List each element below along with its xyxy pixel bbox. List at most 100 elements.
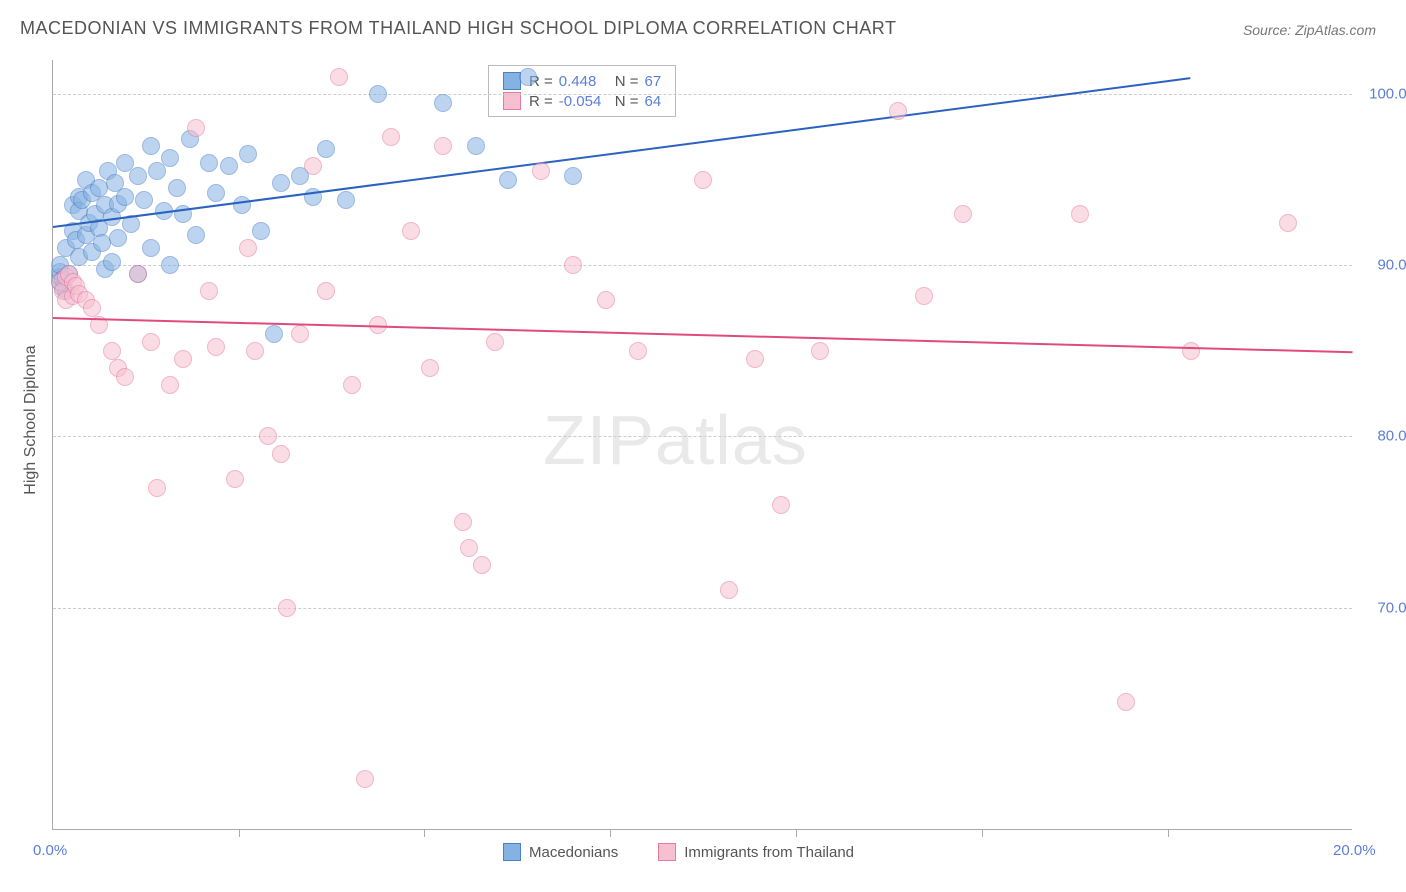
- data-point: [187, 119, 205, 137]
- data-point: [246, 342, 264, 360]
- data-point: [1117, 693, 1135, 711]
- data-point: [317, 140, 335, 158]
- data-point: [252, 222, 270, 240]
- data-point: [272, 445, 290, 463]
- data-point: [343, 376, 361, 394]
- data-point: [454, 513, 472, 531]
- data-point: [135, 191, 153, 209]
- data-point: [499, 171, 517, 189]
- data-point: [337, 191, 355, 209]
- y-axis-title: High School Diploma: [22, 345, 40, 494]
- chart-title: MACEDONIAN VS IMMIGRANTS FROM THAILAND H…: [20, 18, 896, 39]
- data-point: [83, 299, 101, 317]
- data-point: [161, 256, 179, 274]
- x-tick: [610, 829, 611, 837]
- data-point: [168, 179, 186, 197]
- data-point: [207, 338, 225, 356]
- data-point: [330, 68, 348, 86]
- data-point: [200, 282, 218, 300]
- data-point: [116, 368, 134, 386]
- data-point: [148, 479, 166, 497]
- x-tick-label: 20.0%: [1333, 842, 1376, 859]
- data-point: [187, 226, 205, 244]
- data-point: [382, 128, 400, 146]
- data-point: [597, 291, 615, 309]
- data-point: [317, 282, 335, 300]
- data-point: [421, 359, 439, 377]
- data-point: [200, 154, 218, 172]
- x-tick: [982, 829, 983, 837]
- data-point: [220, 157, 238, 175]
- data-point: [564, 256, 582, 274]
- data-point: [103, 342, 121, 360]
- data-point: [1071, 205, 1089, 223]
- data-point: [402, 222, 420, 240]
- data-point: [746, 350, 764, 368]
- data-point: [161, 376, 179, 394]
- data-point: [434, 94, 452, 112]
- data-point: [1279, 214, 1297, 232]
- data-point: [519, 68, 537, 86]
- data-point: [473, 556, 491, 574]
- data-point: [915, 287, 933, 305]
- data-point: [811, 342, 829, 360]
- chart-container: MACEDONIAN VS IMMIGRANTS FROM THAILAND H…: [0, 0, 1406, 892]
- legend-swatch: [503, 843, 521, 861]
- y-tick-label: 80.0%: [1377, 428, 1406, 445]
- legend-label: Immigrants from Thailand: [684, 844, 854, 861]
- gridline: [53, 265, 1352, 266]
- legend-item: Macedonians: [503, 843, 618, 861]
- watermark: ZIPatlas: [543, 400, 808, 480]
- data-point: [239, 239, 257, 257]
- data-point: [129, 167, 147, 185]
- data-point: [207, 184, 225, 202]
- legend-swatch: [658, 843, 676, 861]
- data-point: [109, 229, 127, 247]
- y-tick-label: 70.0%: [1377, 599, 1406, 616]
- data-point: [720, 581, 738, 599]
- data-point: [304, 157, 322, 175]
- data-point: [129, 265, 147, 283]
- x-tick: [239, 829, 240, 837]
- y-tick-label: 100.0%: [1369, 86, 1406, 103]
- data-point: [278, 599, 296, 617]
- data-point: [142, 239, 160, 257]
- x-tick: [1168, 829, 1169, 837]
- data-point: [142, 137, 160, 155]
- data-point: [233, 196, 251, 214]
- legend-series: Macedonians Immigrants from Thailand: [503, 843, 854, 861]
- data-point: [369, 85, 387, 103]
- data-point: [954, 205, 972, 223]
- data-point: [226, 470, 244, 488]
- legend-correlation: R =0.448N =67R =-0.054N =64: [488, 65, 676, 117]
- data-point: [239, 145, 257, 163]
- gridline: [53, 436, 1352, 437]
- data-point: [259, 427, 277, 445]
- data-point: [889, 102, 907, 120]
- gridline: [53, 608, 1352, 609]
- data-point: [291, 325, 309, 343]
- data-point: [148, 162, 166, 180]
- data-point: [161, 149, 179, 167]
- data-point: [564, 167, 582, 185]
- data-point: [103, 253, 121, 271]
- source-label: Source: ZipAtlas.com: [1243, 22, 1376, 38]
- data-point: [694, 171, 712, 189]
- legend-item: Immigrants from Thailand: [658, 843, 854, 861]
- plot-area: ZIPatlas R =0.448N =67R =-0.054N =64 Mac…: [52, 60, 1352, 830]
- data-point: [629, 342, 647, 360]
- data-point: [460, 539, 478, 557]
- gridline: [53, 94, 1352, 95]
- data-point: [142, 333, 160, 351]
- data-point: [532, 162, 550, 180]
- data-point: [434, 137, 452, 155]
- legend-stat: R =0.448N =67: [529, 73, 661, 90]
- data-point: [772, 496, 790, 514]
- data-point: [1182, 342, 1200, 360]
- x-tick-label: 0.0%: [33, 842, 67, 859]
- data-point: [356, 770, 374, 788]
- data-point: [467, 137, 485, 155]
- y-tick-label: 90.0%: [1377, 257, 1406, 274]
- data-point: [116, 188, 134, 206]
- data-point: [174, 350, 192, 368]
